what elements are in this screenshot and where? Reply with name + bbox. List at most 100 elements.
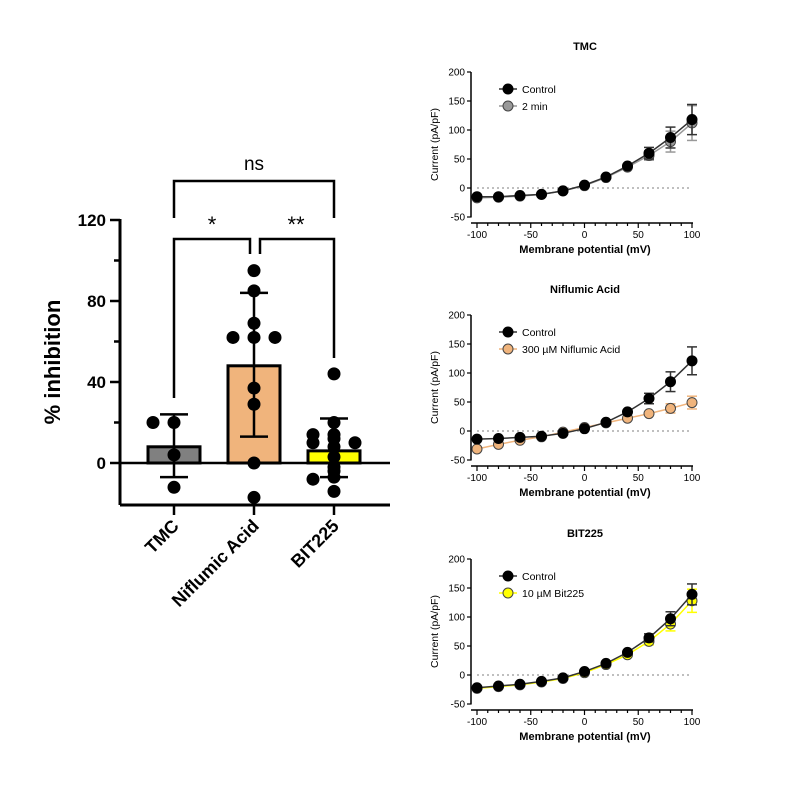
- plot-title: BIT225: [567, 528, 603, 540]
- x-axis-label: Membrane potential (mV): [519, 731, 651, 743]
- legend-marker: [502, 326, 514, 338]
- y-tick-label: 200: [448, 311, 465, 322]
- legend-item: Control: [499, 326, 556, 339]
- data-point: [600, 657, 612, 669]
- legend-item: Control: [499, 570, 556, 583]
- data-point: [579, 423, 590, 435]
- data-point: [665, 402, 676, 414]
- x-tick-label: 0: [582, 230, 588, 241]
- y-tick-label: 40: [87, 373, 106, 392]
- data-point: [226, 330, 240, 344]
- legend-marker: [502, 570, 514, 582]
- x-tick-label: 50: [633, 717, 645, 728]
- data-point: [557, 672, 569, 684]
- data-point: [247, 316, 261, 330]
- data-point: [247, 456, 261, 470]
- x-axis-label: Membrane potential (mV): [519, 244, 651, 256]
- data-point: [348, 436, 362, 450]
- x-tick-label: -100: [467, 473, 487, 484]
- data-point: [643, 393, 655, 405]
- data-point: [514, 678, 526, 690]
- data-point: [514, 431, 526, 443]
- data-point: [557, 427, 569, 439]
- data-point: [306, 436, 320, 450]
- y-tick-label: 0: [459, 184, 465, 195]
- y-tick-label: 50: [454, 642, 466, 653]
- data-point: [306, 472, 320, 486]
- data-point: [471, 433, 483, 445]
- plot-title: Niflumic Acid: [550, 284, 620, 296]
- data-point: [686, 397, 698, 409]
- x-tick-label: -50: [524, 717, 539, 728]
- x-tick-label: 100: [684, 230, 701, 241]
- data-point: [327, 367, 341, 381]
- data-point: [327, 450, 341, 464]
- x-tick-label: -50: [524, 473, 539, 484]
- data-point: [247, 397, 261, 411]
- data-point: [643, 408, 655, 420]
- x-tick-label: 50: [633, 473, 645, 484]
- legend-item: 300 µM Niflumic Acid: [499, 343, 620, 356]
- data-point: [471, 443, 483, 455]
- data-point: [686, 588, 698, 600]
- data-point: [471, 191, 483, 203]
- y-tick-label: 120: [78, 211, 106, 230]
- y-tick-label: 200: [448, 555, 465, 566]
- y-axis-label: Current (pA/pF): [429, 595, 441, 668]
- y-tick-label: -50: [451, 213, 466, 224]
- y-tick-label: 100: [448, 369, 465, 380]
- legend-label: 300 µM Niflumic Acid: [522, 344, 620, 356]
- y-tick-label: 50: [454, 398, 466, 409]
- data-point: [167, 416, 181, 429]
- legend-marker: [502, 83, 514, 95]
- legend-marker: [502, 343, 514, 355]
- data-point: [247, 490, 261, 504]
- data-point: [643, 632, 655, 644]
- data-point: [579, 666, 590, 678]
- data-point: [327, 484, 341, 498]
- data-point: [622, 406, 633, 418]
- data-point: [493, 680, 504, 692]
- y-tick-label: 50: [454, 155, 466, 166]
- data-point: [247, 330, 261, 344]
- legend-item: 10 µM Bit225: [499, 587, 584, 600]
- legend-item: 2 min: [499, 100, 548, 113]
- x-tick-label: -100: [467, 230, 487, 241]
- y-tick-label: 0: [459, 427, 465, 438]
- series-control: [471, 346, 698, 445]
- data-point: [686, 114, 698, 126]
- plot-title: TMC: [573, 41, 597, 53]
- legend-label: Control: [522, 327, 556, 339]
- legend-label: 2 min: [522, 101, 548, 113]
- significance-label-ns: ns: [244, 154, 264, 175]
- y-tick-label: 150: [448, 97, 465, 108]
- legend-label: 10 µM Bit225: [522, 588, 584, 600]
- legend-marker: [502, 587, 514, 599]
- x-tick-label: -100: [467, 717, 487, 728]
- y-tick-label: 100: [448, 126, 465, 137]
- data-point: [600, 171, 612, 183]
- significance-bracket-star: [172, 237, 252, 398]
- y-tick-label: 200: [448, 68, 465, 79]
- y-tick-label: 150: [448, 340, 465, 351]
- data-point: [643, 147, 655, 159]
- data-point: [247, 284, 261, 298]
- data-point: [493, 433, 504, 445]
- data-point: [622, 160, 633, 172]
- data-point: [600, 416, 612, 428]
- data-point: [327, 470, 341, 484]
- x-tick-label: 0: [582, 717, 588, 728]
- data-point: [167, 480, 181, 494]
- data-point: [665, 613, 676, 625]
- legend-label: Control: [522, 571, 556, 583]
- series-control: [471, 103, 698, 203]
- x-tick-label: BIT225: [287, 516, 343, 572]
- y-tick-label: 150: [448, 584, 465, 595]
- data-point: [536, 675, 547, 687]
- x-tick-label: TMC: [141, 516, 183, 558]
- data-point: [247, 381, 261, 395]
- x-tick-label: 100: [684, 473, 701, 484]
